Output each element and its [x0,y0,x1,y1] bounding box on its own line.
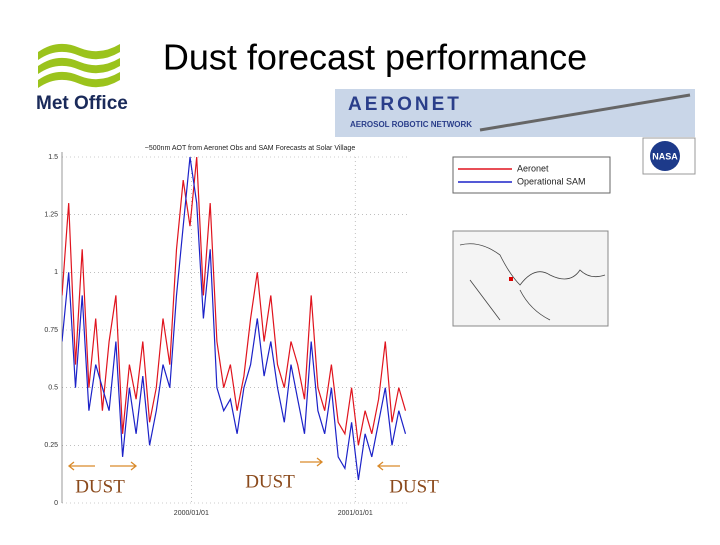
banner-subtitle: AEROSOL ROBOTIC NETWORK [350,120,472,129]
x-tick-label: 2000/01/01 [174,510,209,517]
series-line [62,156,407,480]
y-tick-label: 0.25 [44,442,58,449]
badge-text: NASA [652,151,678,161]
plot: 0 0.25 0.5 0.75 1 1.25 1.5 2000/01/01 2001/01/01 [44,152,410,517]
antenna [479,93,691,132]
map [452,230,609,327]
badge [650,141,680,171]
y-tick-label: 0.5 [48,385,58,392]
logo-text: Met Office [36,93,128,114]
y-tick-label: 1.5 [48,154,58,161]
y-tick-label: 1 [54,269,58,276]
map-coast [459,243,606,321]
banner-title: AERONET [348,94,462,115]
banner [335,89,695,137]
series-line [62,156,407,446]
logo-waves [38,43,120,88]
arrows [67,457,400,471]
legend-label: Operational SAM [517,176,586,186]
slide-title: Dust forecast performance [163,37,587,78]
annotation: DUST [389,476,439,497]
y-tick-label: 0.75 [44,327,58,334]
map-site [509,277,513,281]
legend-label: Aeronet [517,163,549,173]
legend-items: Aeronet Operational SAM [458,163,586,186]
chart-title: ~500nm AOT from Aeronet Obs and SAM Fore… [145,145,356,152]
legend [452,156,611,194]
y-tick-label: 0 [54,500,58,507]
annotation: DUST [75,476,125,497]
annotation: DUST [245,471,295,492]
y-tick-label: 1.25 [44,212,58,219]
x-tick-label: 2001/01/01 [338,510,373,517]
series-layer [62,156,407,480]
